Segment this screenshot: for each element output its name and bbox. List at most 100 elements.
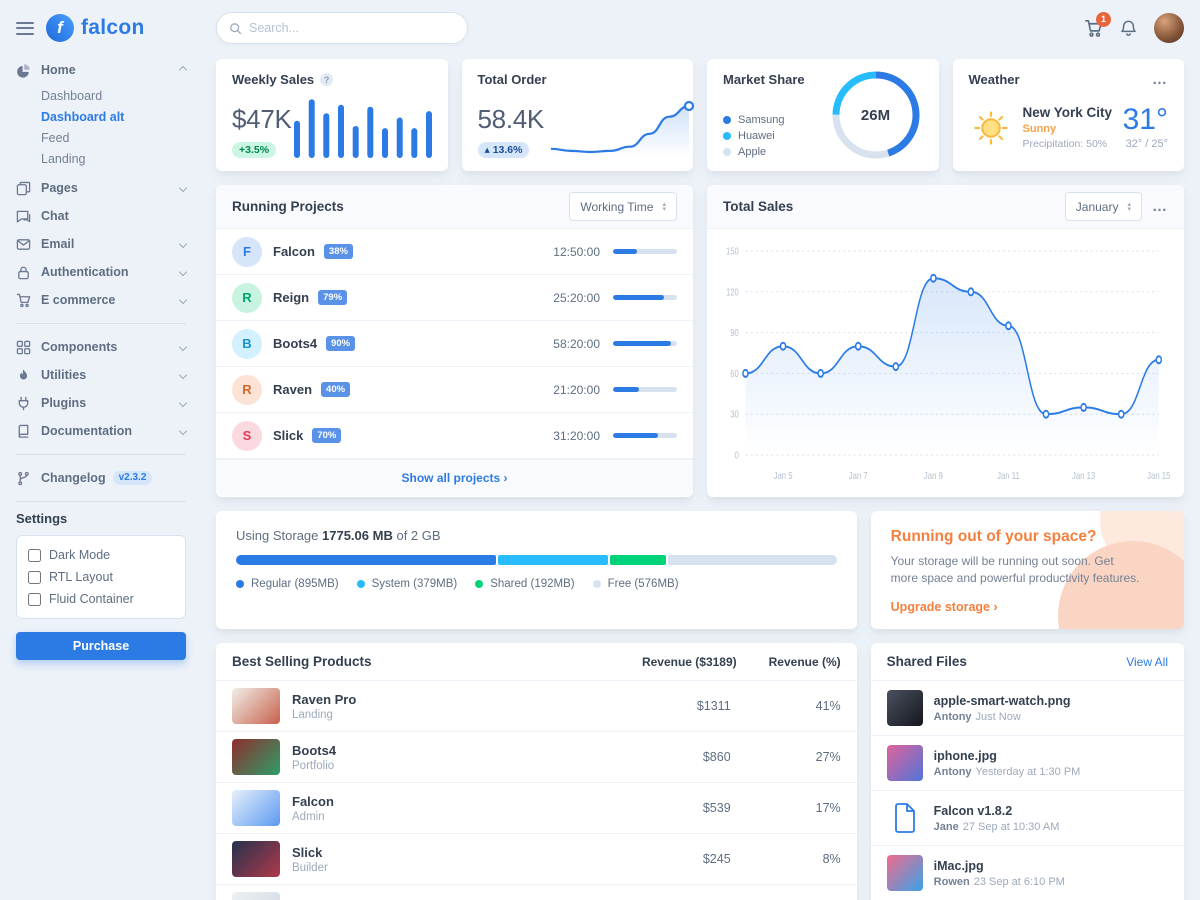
card-title: Shared Files: [886, 654, 967, 669]
search-input[interactable]: [249, 21, 455, 35]
view-all-link[interactable]: View All: [1126, 654, 1168, 669]
sidebar-item-email[interactable]: Email: [16, 230, 188, 258]
purchase-button[interactable]: Purchase: [16, 632, 186, 660]
nav-label: Documentation: [41, 424, 132, 438]
sidebar-item-dashboard-alt[interactable]: Dashboard alt: [41, 110, 125, 124]
chevron-down-icon: [178, 426, 188, 436]
sidebar-item-changelog[interactable]: Changelog v2.3.2: [16, 464, 186, 492]
file-thumbnail: [886, 745, 923, 781]
legend-label: Samsung: [738, 114, 785, 126]
project-percent-badge: 90%: [326, 336, 356, 351]
product-thumbnail: [232, 688, 280, 724]
sidebar-item-ecommerce[interactable]: E commerce: [16, 286, 188, 314]
user-avatar[interactable]: [1154, 13, 1184, 43]
sidebar-item-plugins[interactable]: Plugins: [16, 389, 188, 417]
project-progress-bar: [613, 387, 677, 392]
caret-down-glyph: ▾: [1127, 205, 1131, 213]
sidebar-item-documentation[interactable]: Documentation: [16, 417, 188, 445]
list-item: iphone.jpg Antony Yesterday at 1:30 PM: [870, 736, 1184, 791]
rtl-layout-checkbox[interactable]: [28, 570, 41, 584]
project-progress-bar: [613, 295, 677, 300]
sidebar-item-dashboard[interactable]: Dashboard: [41, 89, 103, 103]
storage-segment-regular: [236, 555, 496, 565]
project-avatar: B: [232, 328, 262, 359]
sidebar: f falcon Home Dashboard Dashboard alt Fe…: [0, 0, 200, 900]
card-menu-button[interactable]: …: [1152, 197, 1168, 215]
sidebar-item-components[interactable]: Components: [16, 333, 188, 361]
legend-label: Shared (192MB): [490, 578, 575, 590]
sidebar-item-chat[interactable]: Chat: [16, 202, 186, 230]
legend-dot: [723, 116, 731, 124]
working-time-select[interactable]: Working Time ▴ ▾: [569, 192, 677, 221]
file-time: 23 Sep at 6:10 PM: [973, 875, 1065, 888]
dark-mode-checkbox[interactable]: [28, 548, 41, 562]
file-owner: Antony: [933, 765, 972, 778]
nav-label: Pages: [41, 181, 78, 195]
project-row: R Raven 40% 21:20:00: [216, 367, 693, 413]
show-all-projects-link[interactable]: Show all projects ›: [401, 471, 508, 485]
falcon-logo[interactable]: f falcon: [46, 14, 145, 42]
table-row: Falcon Admin $539 17%: [216, 783, 857, 834]
product-revenue: $245: [702, 852, 731, 866]
upgrade-storage-link[interactable]: Upgrade storage ›: [890, 599, 998, 614]
legend-item: Samsung: [723, 114, 805, 126]
weather-precipitation: Precipitation: 50%: [1022, 138, 1108, 150]
legend-item: Free (576MB): [592, 578, 679, 590]
legend-label: Huawei: [738, 130, 775, 142]
legend-item: Apple: [723, 146, 805, 158]
card-title: Weather: [968, 72, 1020, 87]
legend-label: Apple: [738, 146, 767, 158]
product-percent: 41%: [815, 699, 841, 713]
sidebar-item-pages[interactable]: Pages: [16, 174, 188, 202]
sidebar-item-landing[interactable]: Landing: [41, 152, 86, 166]
svg-text:Jan 5: Jan 5: [774, 470, 793, 481]
nav-label: Authentication: [41, 265, 129, 279]
sidebar-item-authentication[interactable]: Authentication: [16, 258, 188, 286]
caret-up-glyph: ▴: [662, 200, 666, 208]
search-box: [216, 12, 468, 44]
sidebar-divider: [16, 454, 186, 455]
sidebar-item-utilities[interactable]: Utilities: [16, 361, 188, 389]
legend-dot: [356, 580, 365, 588]
card-title: Total Sales: [723, 199, 794, 214]
project-percent-badge: 38%: [323, 244, 353, 259]
select-value: Working Time: [580, 199, 654, 214]
product-category: Portfolio: [292, 759, 335, 772]
file-owner: Jane: [933, 820, 959, 833]
project-row: B Boots4 90% 58:20:00: [216, 321, 693, 367]
legend-label: Free (576MB): [607, 578, 679, 590]
notifications-button[interactable]: [1119, 19, 1138, 38]
legend-dot: [475, 580, 484, 588]
table-row: Raven Pro Landing $1311 41%: [216, 681, 857, 732]
project-progress-bar: [613, 341, 677, 346]
sidebar-item-feed[interactable]: Feed: [41, 131, 70, 145]
legend-dot: [723, 132, 731, 140]
product-category: Builder: [292, 861, 328, 874]
sidebar-item-home[interactable]: Home: [16, 56, 188, 84]
card-menu-button[interactable]: …: [1152, 70, 1168, 88]
list-item: apple-smart-watch.png Antony Just Now: [870, 681, 1184, 736]
project-avatar: R: [232, 374, 262, 405]
bell-icon: [1121, 20, 1136, 36]
help-icon[interactable]: ?: [320, 73, 334, 86]
cart-button[interactable]: 1: [1084, 11, 1111, 38]
book-icon: [16, 424, 32, 439]
product-thumbnail: [232, 892, 280, 900]
fire-icon: [16, 368, 32, 383]
rtl-layout-option: RTL Layout: [28, 566, 174, 588]
hamburger-menu-button[interactable]: [16, 21, 34, 35]
month-select[interactable]: January ▴ ▾: [1064, 192, 1142, 221]
project-name: Raven: [273, 382, 313, 397]
fluid-container-checkbox[interactable]: [28, 592, 41, 606]
main-area: 1 Weekly Sales ? $47K +3.5%: [200, 0, 1200, 900]
chevron-down-icon: [178, 183, 188, 193]
progress-fill: [613, 341, 671, 346]
file-name: apple-smart-watch.png: [933, 693, 1071, 708]
checkbox-label: Dark Mode: [49, 548, 111, 562]
product-name: Slick: [292, 844, 323, 860]
nav-label: Chat: [41, 209, 69, 223]
dark-mode-option: Dark Mode: [28, 544, 174, 566]
project-avatar: S: [232, 420, 262, 451]
market-share-donut-chart: 26M: [829, 68, 923, 162]
topbar-actions: 1: [1084, 11, 1184, 43]
